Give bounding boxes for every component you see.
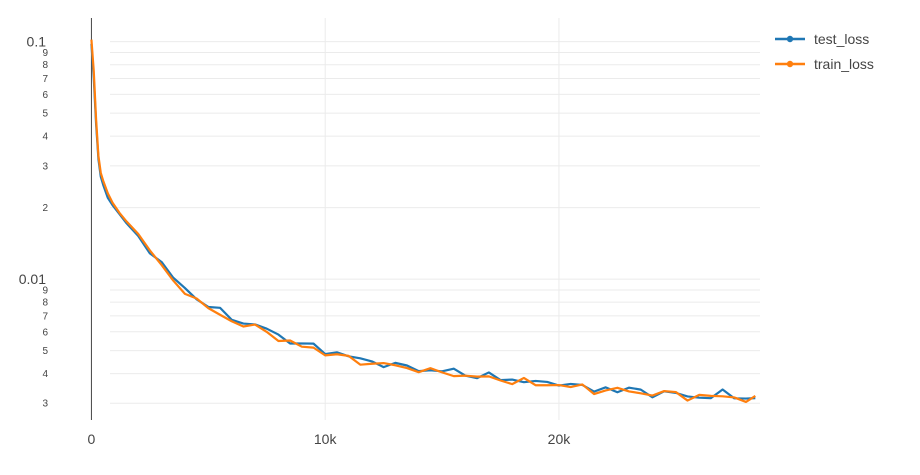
legend-label: train_loss xyxy=(814,56,874,72)
y-minor-tick-label: 3 xyxy=(42,161,48,172)
legend-marker xyxy=(786,60,794,68)
series-layer xyxy=(90,39,756,404)
x-tick-label: 10k xyxy=(314,431,338,447)
y-minor-tick-label: 4 xyxy=(42,369,48,380)
y-minor-tick-label: 9 xyxy=(42,48,48,59)
y-minor-tick-label: 8 xyxy=(42,298,48,309)
legend-item-train-loss[interactable]: train_loss xyxy=(775,56,874,72)
y-minor-tick-label: 6 xyxy=(42,90,48,101)
x-tick-label: 20k xyxy=(548,431,572,447)
legend[interactable]: test_loss train_loss xyxy=(775,31,874,72)
y-minor-tick-label: 3 xyxy=(42,399,48,410)
y-minor-tick-label: 9 xyxy=(42,285,48,296)
y-minor-tick-label: 7 xyxy=(42,74,48,85)
legend-item-test-loss[interactable]: test_loss xyxy=(775,31,869,47)
y-minor-tick-label: 6 xyxy=(42,327,48,338)
x-tick-label: 0 xyxy=(88,431,96,447)
legend-label: test_loss xyxy=(814,31,869,47)
y-minor-tick-label: 5 xyxy=(42,346,48,357)
y-minor-tick-label: 7 xyxy=(42,311,48,322)
y-minor-tick-label: 8 xyxy=(42,60,48,71)
y-grid xyxy=(110,41,760,404)
y-minor-tick-label: 5 xyxy=(42,109,48,120)
y-minor-tick-label: 4 xyxy=(42,132,48,143)
legend-marker xyxy=(786,35,794,43)
y-major-tick-label: 0.1 xyxy=(27,34,47,50)
x-axis-ticks: 0 10k 20k xyxy=(88,431,572,447)
series-line-train-loss xyxy=(90,39,756,404)
y-major-tick-label: 0.01 xyxy=(19,271,46,287)
y-minor-tick-label: 2 xyxy=(42,203,48,214)
